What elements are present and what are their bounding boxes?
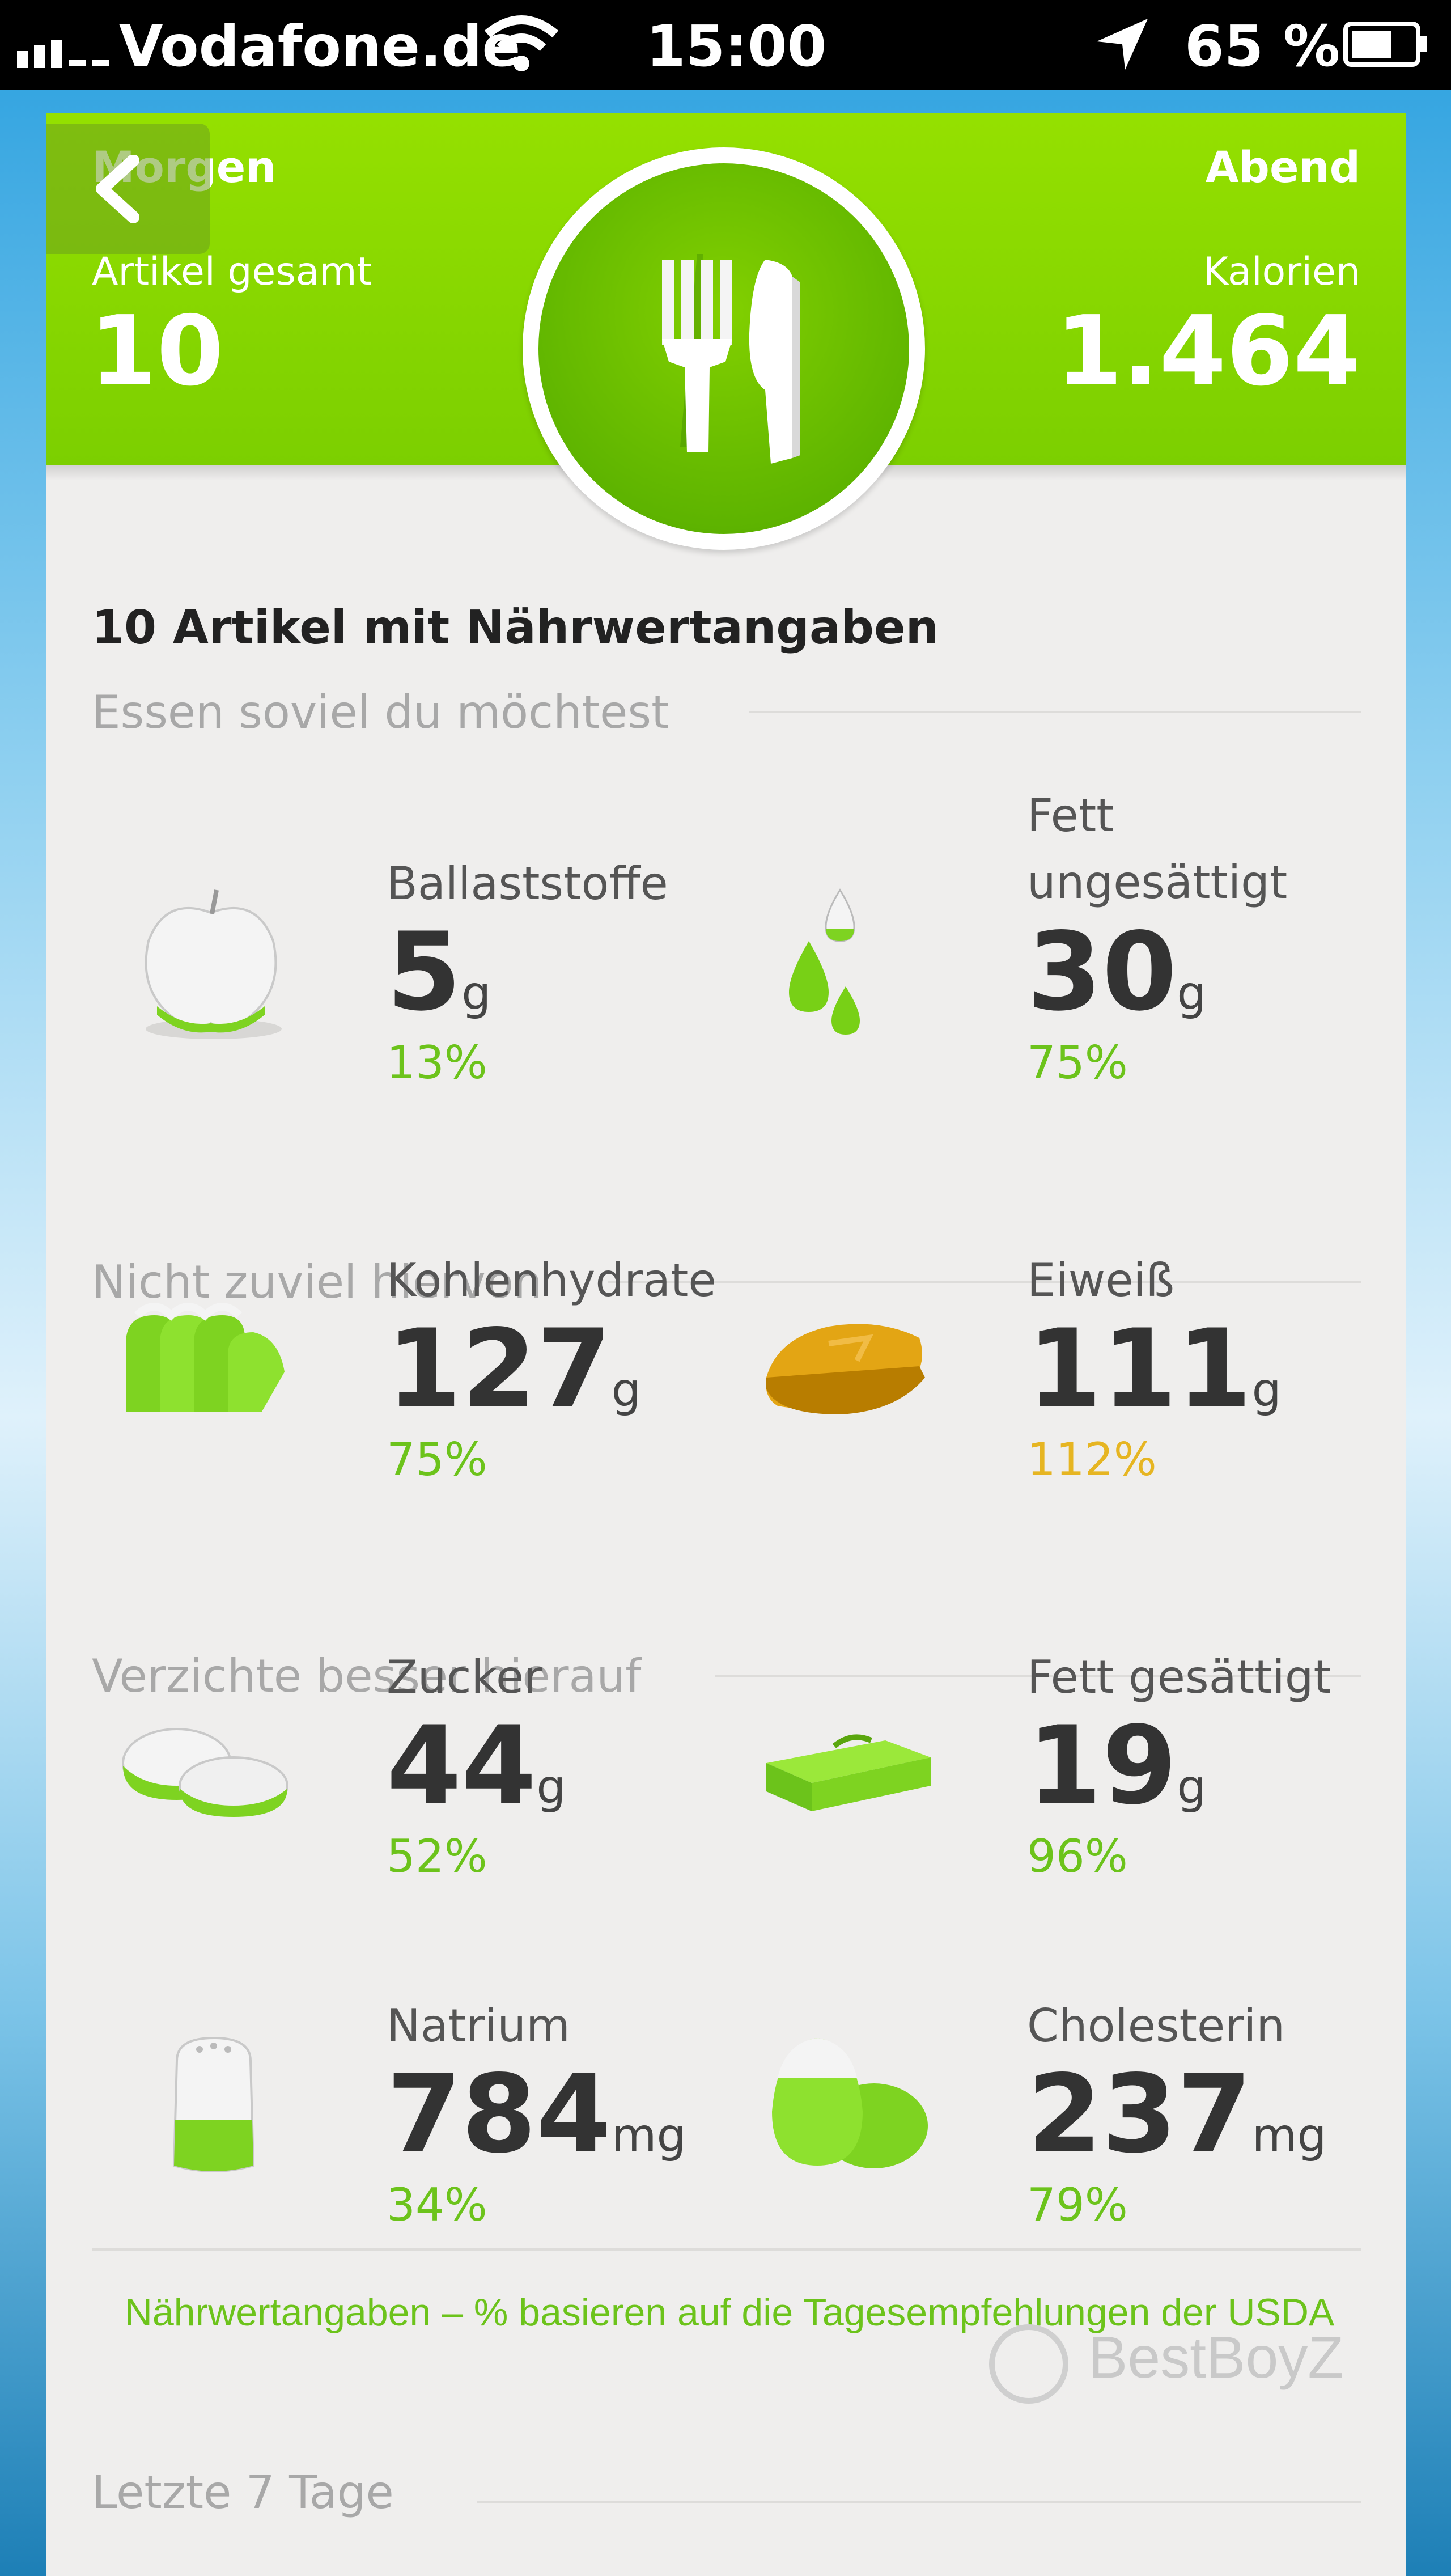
nutrient-name: Kohlenhydrate [387,1254,716,1307]
nutrient-percent: 75% [387,1433,487,1486]
nutrient-unit: g [1177,967,1207,1020]
nutrient-percent: 75% [1027,1036,1128,1089]
group-rule [608,1281,1361,1283]
nutrient-carbohydrates[interactable]: Kohlenhydrate 127g 75% [114,1247,738,1486]
total-items-value: 10 [90,295,224,408]
nutrient-name: Natrium [387,1999,570,2052]
nutrient-unit: g [461,967,491,1020]
nutrient-protein[interactable]: Eiweiß 111g 112% [755,1247,1378,1486]
nutrient-unit: g [536,1760,566,1814]
nutrient-name: Zucker [387,1651,543,1704]
nutrient-unit: mg [611,2109,686,2163]
wifi-icon [484,15,559,71]
group-rule [749,711,1361,713]
nutrient-value: 19 [1027,1703,1177,1828]
battery-percent: 65 % [1185,13,1340,79]
nutrient-sodium[interactable]: Natrium 784mg 34% [114,1993,738,2231]
nutrient-percent: 96% [1027,1830,1128,1883]
nutrient-value: 127 [387,1306,612,1431]
nutrient-name: Ballaststoffe [387,857,668,910]
back-button[interactable] [46,124,210,254]
carrier-name: Vodafone.de [119,13,521,79]
apple-icon [145,889,282,1039]
eggs-icon [772,2038,928,2168]
meal-emblem [523,147,925,550]
nutrient-value: 44 [387,1703,537,1828]
chevron-left-icon [96,155,139,223]
nutrient-unit: g [1177,1760,1207,1814]
salt-shaker-icon [172,2036,255,2172]
sugar-cubes-icon [122,1728,288,1817]
nutrient-percent: 34% [387,2179,487,2231]
nutrient-cholesterol[interactable]: Cholesterin 237mg 79% [755,1993,1378,2231]
calories-value: 1.464 [1055,295,1360,408]
clock: 15:00 [646,13,827,79]
nutrient-unit: mg [1251,2109,1327,2163]
nutrient-percent: 13% [387,1036,487,1089]
oil-drops-icon [789,888,860,1035]
group-rule [715,1675,1361,1677]
last-7-days-rule [477,2501,1361,2503]
watermark-text: BestBoyZ [1088,2325,1344,2391]
nutrient-value: 5 [387,909,462,1035]
nutrient-unit: g [1251,1363,1282,1417]
nutrient-value: 111 [1027,1306,1252,1431]
fork-knife-icon [662,254,800,464]
nutrient-fiber[interactable]: Ballaststoffe 5g 13% [114,850,738,1089]
last-7-days-label[interactable]: Letzte 7 Tage [92,2466,394,2519]
nutrient-name: Cholesterin [1027,1999,1285,2052]
battery-icon [1343,22,1427,67]
group-label-better-avoid: Verzichte besser hierauf [92,1650,642,1702]
signal-icon [17,40,109,68]
nutrient-value: 237 [1027,2052,1252,2177]
steak-icon [766,1324,925,1414]
nutrient-sugar[interactable]: Zucker 44g 52% [114,1644,738,1883]
section-title: 10 Artikel mit Nährwertangaben [92,601,939,655]
evening-label[interactable]: Abend [1205,142,1360,192]
group-label-eat-freely: Essen soviel du möchtest [92,686,669,739]
nutrient-name: Fett ungesättigt [1027,789,1288,909]
group-label-not-too-much: Nicht zuviel hiervon [92,1256,542,1308]
footer-divider [92,2248,1361,2251]
butter-icon [766,1734,931,1811]
nutrient-name: Eiweiß [1027,1254,1175,1307]
nutrient-percent: 79% [1027,2179,1128,2231]
nutrient-unit: g [611,1363,641,1417]
total-items-caption: Artikel gesamt [92,249,372,294]
bread-slices-icon [126,1303,285,1412]
nutrient-value: 30 [1027,909,1177,1035]
calories-caption: Kalorien [1203,249,1360,294]
nutrient-unsaturated-fat[interactable]: Fett ungesättigt 30g 75% [755,789,1378,1089]
nutrient-name: Fett gesättigt [1027,1651,1331,1704]
location-arrow-icon [1097,19,1148,70]
nutrient-percent: 52% [387,1830,487,1883]
status-bar: Vodafone.de 15:00 65 % [0,0,1451,90]
nutrition-card: Morgen Abend Artikel gesamt Kalorien 10 … [46,113,1406,2576]
usda-footnote: Nährwertangaben – % basieren auf die Tag… [124,2291,1335,2334]
nutrient-value: 784 [387,2052,612,2177]
nutrient-saturated-fat[interactable]: Fett gesättigt 19g 96% [755,1644,1378,1883]
watermark-logo [989,2324,1068,2404]
nutrient-percent: 112% [1027,1433,1157,1486]
